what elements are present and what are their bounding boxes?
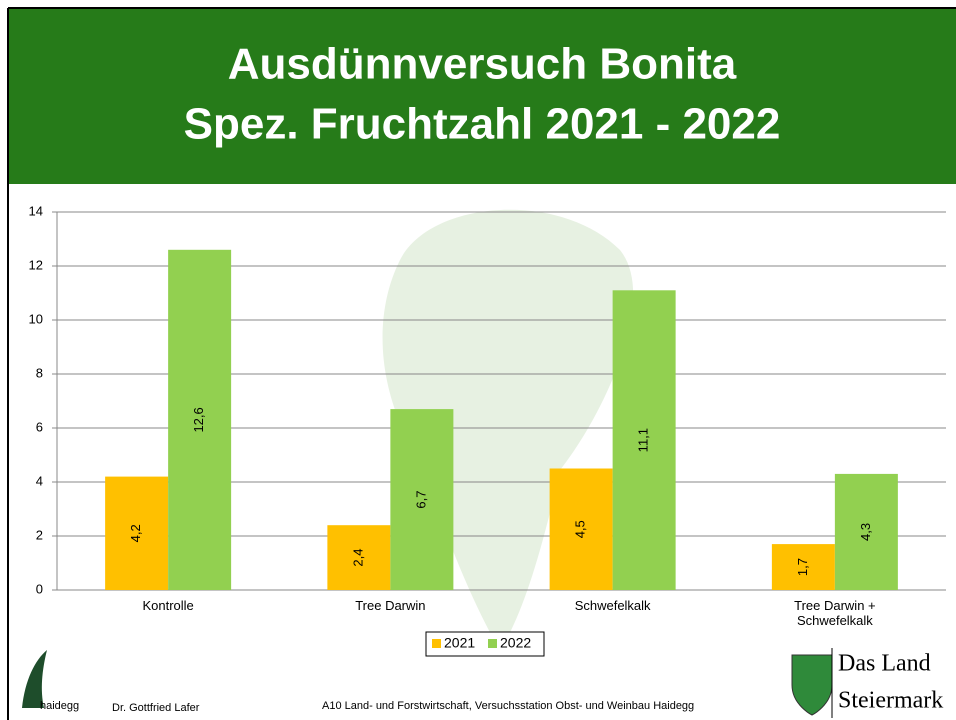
legend-swatch bbox=[432, 639, 441, 648]
data-label: 1,7 bbox=[795, 558, 810, 576]
legend-label: 2021 bbox=[444, 635, 475, 651]
institution: A10 Land- und Forstwirtschaft, Versuchss… bbox=[322, 700, 694, 712]
title: Spez. Fruchtzahl 2021 - 2022 bbox=[184, 100, 781, 149]
data-label: 11,1 bbox=[636, 428, 651, 452]
legend: 2021 2022 bbox=[425, 631, 545, 657]
data-label: 4,5 bbox=[573, 520, 588, 538]
legend-box bbox=[425, 631, 545, 657]
legend-label: 2022 bbox=[500, 635, 531, 651]
logo-right: Das Land bbox=[838, 651, 931, 677]
data-label: 6,7 bbox=[413, 491, 428, 509]
coat-of-arms bbox=[791, 654, 833, 716]
x-tick-label: Tree Darwin bbox=[355, 598, 426, 613]
legend-swatch bbox=[488, 639, 497, 648]
title: Ausdünnversuch Bonita bbox=[228, 40, 737, 89]
data-label: 2,4 bbox=[350, 549, 365, 567]
bar bbox=[105, 476, 169, 590]
author: Dr. Gottfried Lafer bbox=[112, 702, 200, 714]
header-band bbox=[8, 8, 956, 184]
x-tick-label: Kontrolle bbox=[142, 598, 194, 613]
bar bbox=[771, 544, 835, 590]
y-tick-label: 2 bbox=[36, 527, 43, 542]
x-tick-label: Tree Darwin + Schwefelkalk bbox=[794, 598, 876, 628]
y-tick-label: 10 bbox=[29, 311, 43, 326]
y-tick-label: 14 bbox=[29, 203, 43, 218]
data-label: 12,6 bbox=[191, 407, 206, 432]
bar bbox=[327, 525, 391, 590]
bar bbox=[834, 473, 898, 590]
bar bbox=[168, 249, 232, 591]
logo-text: haidegg bbox=[40, 700, 79, 712]
bar bbox=[612, 290, 676, 590]
bar bbox=[549, 468, 613, 590]
y-tick-label: 0 bbox=[36, 581, 43, 596]
y-tick-label: 4 bbox=[36, 473, 43, 488]
logo-swoosh bbox=[22, 650, 47, 708]
logo-right: Steiermark bbox=[838, 688, 943, 714]
y-tick-label: 8 bbox=[36, 365, 43, 380]
data-label: 4,3 bbox=[858, 523, 873, 541]
y-tick-label: 6 bbox=[36, 419, 43, 434]
bar bbox=[390, 409, 454, 590]
data-label: 4,2 bbox=[128, 524, 143, 542]
y-tick-label: 12 bbox=[29, 257, 43, 272]
x-tick-label: Schwefelkalk bbox=[574, 598, 651, 613]
